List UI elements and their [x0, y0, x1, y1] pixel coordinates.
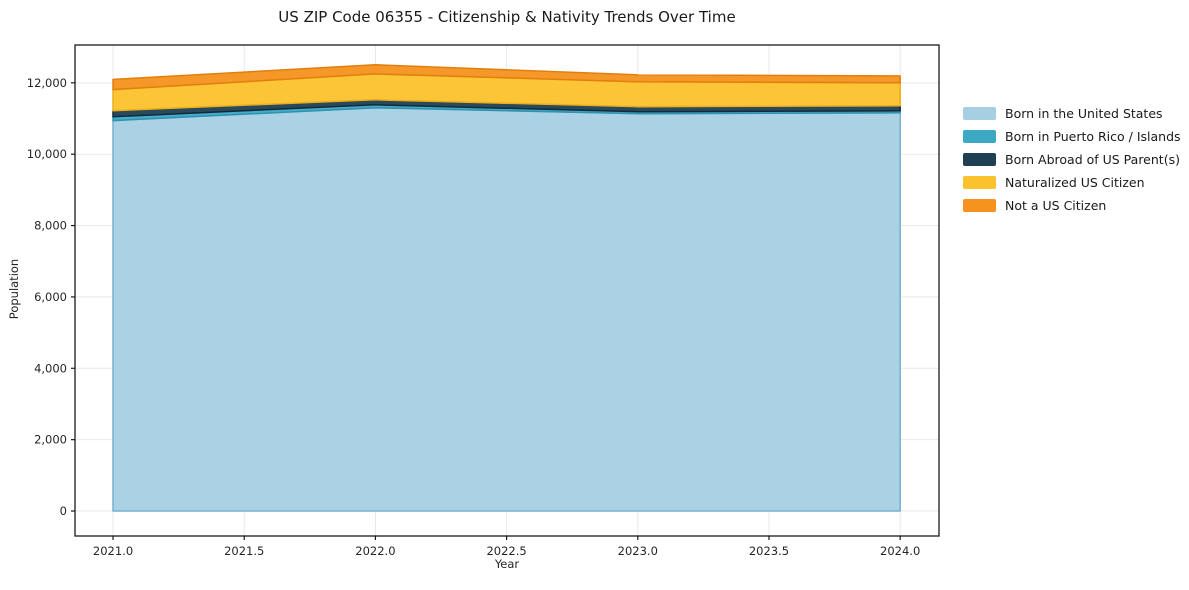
y-tick-label: 0	[60, 504, 67, 518]
legend-item-born-in-us: Born in the United States	[963, 102, 1181, 125]
x-tick-label: 2024.0	[880, 544, 920, 558]
y-tick-label: 8,000	[34, 219, 67, 233]
area-born-in-us	[112, 107, 901, 512]
y-tick-label: 2,000	[34, 433, 67, 447]
x-tick-label: 2021.5	[224, 544, 264, 558]
legend: Born in the United States Born in Puerto …	[963, 102, 1181, 217]
chart-title: US ZIP Code 06355 - Citizenship & Nativi…	[278, 8, 736, 26]
legend-swatch-icon	[963, 107, 996, 120]
legend-item-naturalized: Naturalized US Citizen	[963, 171, 1181, 194]
y-tick-label: 6,000	[34, 290, 67, 304]
legend-item-label: Born in Puerto Rico / Islands	[1005, 129, 1181, 144]
x-axis-label: Year	[494, 557, 520, 571]
y-tick-label: 10,000	[27, 147, 67, 161]
x-tick-label: 2022.0	[355, 544, 395, 558]
x-tick-label: 2023.0	[618, 544, 658, 558]
legend-item-label: Born in the United States	[1005, 106, 1163, 121]
legend-item-born-abroad: Born Abroad of US Parent(s)	[963, 148, 1181, 171]
legend-item-not-citizen: Not a US Citizen	[963, 194, 1181, 217]
legend-swatch-icon	[963, 153, 996, 166]
legend-item-label: Not a US Citizen	[1005, 198, 1107, 213]
y-tick-label: 4,000	[34, 361, 67, 375]
legend-item-label: Born Abroad of US Parent(s)	[1005, 152, 1180, 167]
legend-item-puerto-rico-islands: Born in Puerto Rico / Islands	[963, 125, 1181, 148]
y-axis-label: Population	[7, 258, 21, 320]
x-tick-label: 2021.0	[93, 544, 133, 558]
x-tick-label: 2023.5	[749, 544, 789, 558]
area-not-citizen	[112, 64, 901, 91]
y-tick-label: 12,000	[27, 76, 67, 90]
x-tick-label: 2022.5	[486, 544, 526, 558]
legend-item-label: Naturalized US Citizen	[1005, 175, 1145, 190]
legend-swatch-icon	[963, 176, 996, 189]
legend-swatch-icon	[963, 130, 996, 143]
legend-swatch-icon	[963, 199, 996, 212]
